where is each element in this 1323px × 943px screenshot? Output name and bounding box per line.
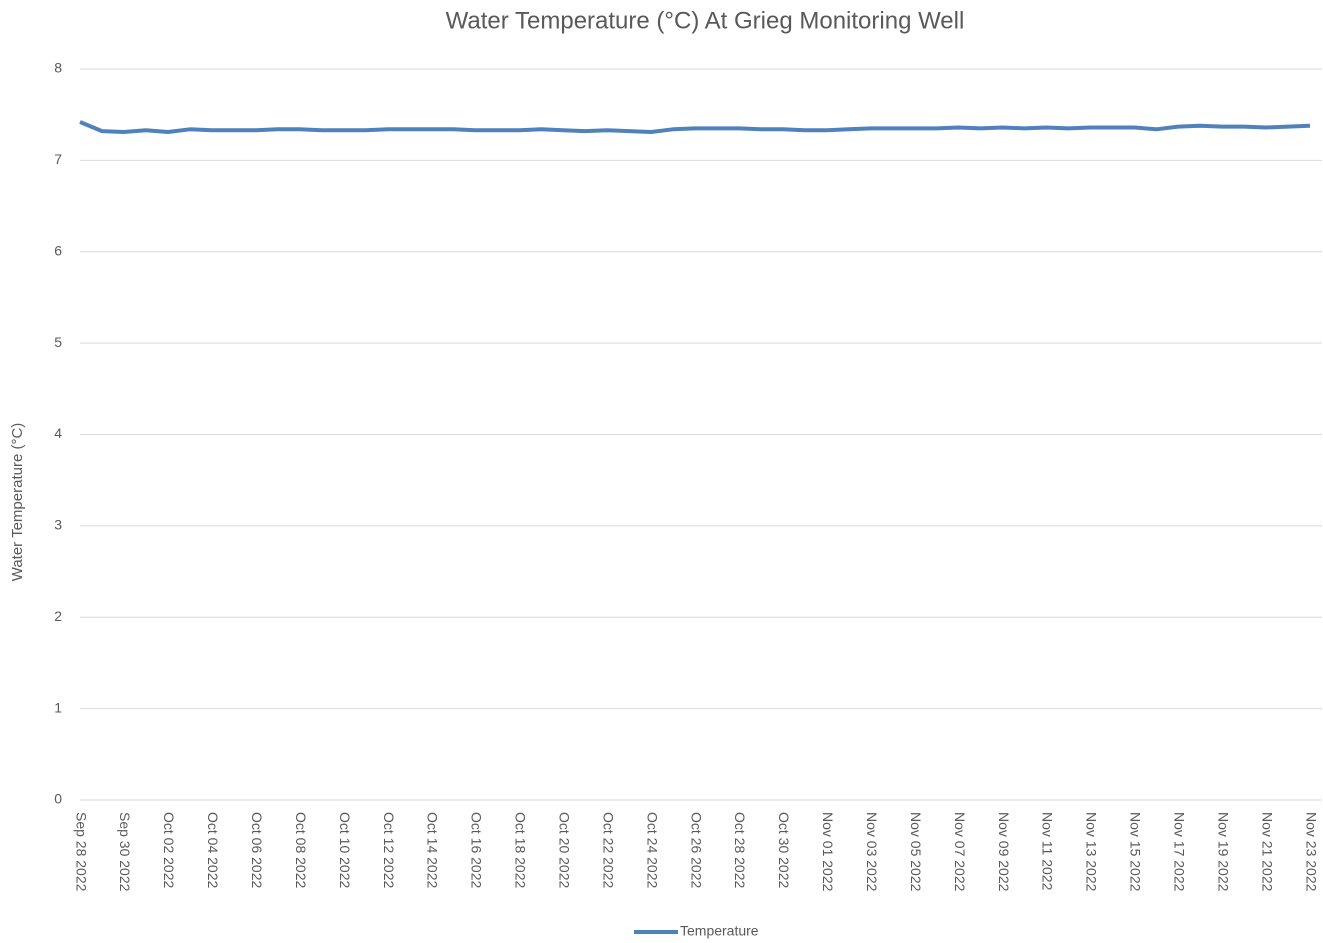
x-tick-label: Nov 05 2022 — [908, 812, 924, 892]
x-tick-label: Oct 08 2022 — [293, 812, 309, 888]
x-tick-label: Oct 30 2022 — [776, 812, 792, 888]
x-tick-label: Nov 17 2022 — [1172, 812, 1188, 892]
x-tick-label: Oct 24 2022 — [644, 812, 660, 888]
y-tick-label: 7 — [54, 151, 62, 167]
x-tick-label: Nov 01 2022 — [820, 812, 836, 892]
x-tick-label: Sep 30 2022 — [117, 812, 133, 892]
y-tick-label: 2 — [54, 608, 62, 624]
x-tick-label: Oct 26 2022 — [688, 812, 704, 888]
y-tick-label: 5 — [54, 334, 62, 350]
y-tick-label: 8 — [54, 60, 62, 76]
x-tick-label: Oct 12 2022 — [381, 812, 397, 888]
x-tick-label: Oct 22 2022 — [600, 812, 616, 888]
y-tick-label: 6 — [54, 242, 62, 258]
x-tick-label: Nov 15 2022 — [1128, 812, 1144, 892]
x-tick-label: Oct 16 2022 — [469, 812, 485, 888]
x-tick-label: Oct 06 2022 — [249, 812, 265, 888]
chart-title: Water Temperature (°C) At Grieg Monitori… — [446, 7, 965, 34]
data-line — [79, 120, 1311, 134]
y-axis-label: Water Temperature (°C) — [9, 423, 26, 582]
x-tick-label: Oct 14 2022 — [425, 812, 441, 888]
y-tick-label: 4 — [54, 425, 62, 441]
x-tick-label: Oct 18 2022 — [513, 812, 529, 888]
y-tick-label: 1 — [54, 699, 62, 715]
x-tick-label: Nov 09 2022 — [996, 812, 1012, 892]
x-tick-label: Sep 28 2022 — [73, 812, 89, 892]
x-tick-label: Nov 19 2022 — [1215, 812, 1231, 892]
x-tick-label: Oct 10 2022 — [337, 812, 353, 888]
x-tick-label: Oct 02 2022 — [161, 812, 177, 888]
x-tick-label: Oct 20 2022 — [557, 812, 573, 888]
x-tick-label: Nov 03 2022 — [864, 812, 880, 892]
x-tick-label: Oct 04 2022 — [205, 812, 221, 888]
x-tick-label: Nov 07 2022 — [952, 812, 968, 892]
y-tick-label: 3 — [54, 517, 62, 533]
x-tick-label: Nov 11 2022 — [1040, 812, 1056, 891]
x-tick-label: Oct 28 2022 — [732, 812, 748, 888]
x-tick-label: Nov 23 2022 — [1303, 812, 1319, 892]
x-tick-label: Nov 13 2022 — [1084, 812, 1100, 892]
legend-label: Temperature — [680, 923, 759, 939]
y-tick-label: 0 — [54, 791, 62, 807]
x-tick-label: Nov 21 2022 — [1259, 812, 1275, 892]
